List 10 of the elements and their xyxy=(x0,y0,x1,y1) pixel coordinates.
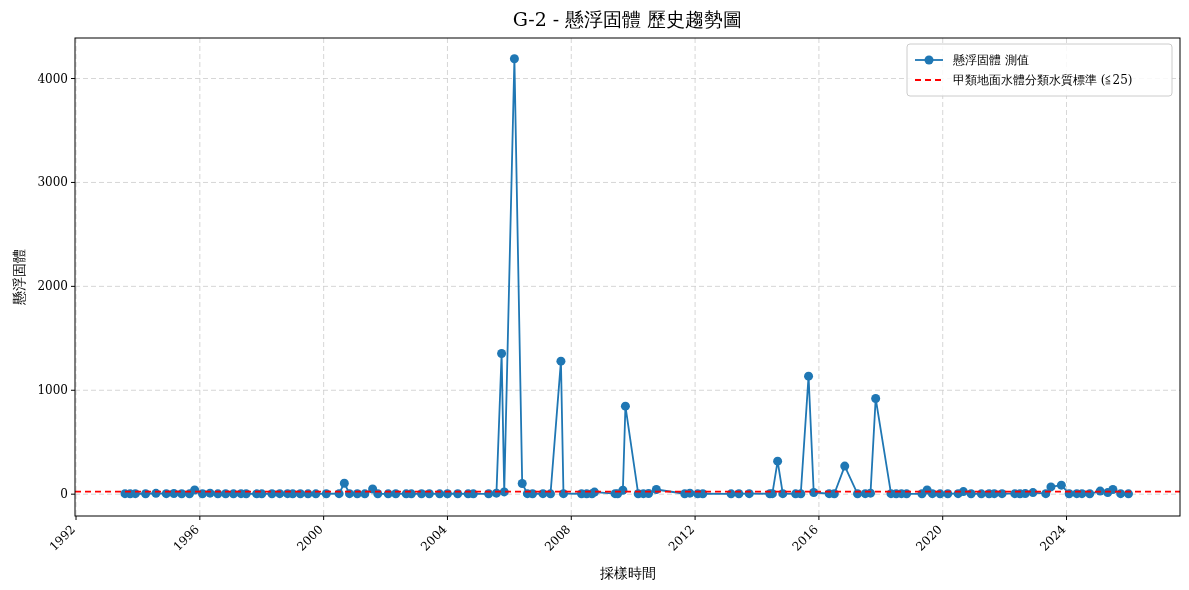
y-tick-label: 2000 xyxy=(37,279,68,294)
y-tick-label: 0 xyxy=(60,487,68,502)
chart-title: G-2 - 懸浮固體 歷史趨勢圖 xyxy=(512,8,743,30)
legend-label: 懸浮固體 測值 xyxy=(952,53,1029,67)
y-tick-label: 1000 xyxy=(37,383,68,398)
y-tick-label: 4000 xyxy=(37,71,68,86)
legend-label: 甲類地面水體分類水質標準 (≦25) xyxy=(953,73,1133,87)
y-axis-title: 懸浮固體 xyxy=(11,249,27,306)
y-tick-label: 3000 xyxy=(37,175,68,190)
x-axis-title: 採樣時間 xyxy=(599,565,656,581)
